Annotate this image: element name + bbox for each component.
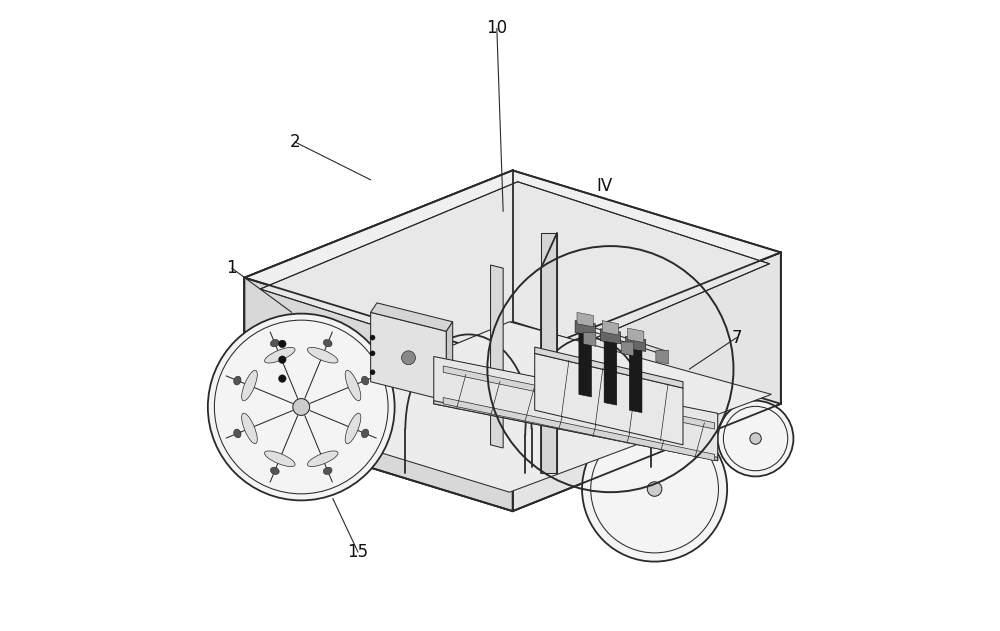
Polygon shape xyxy=(621,342,634,356)
Polygon shape xyxy=(577,312,593,327)
Polygon shape xyxy=(443,398,715,461)
Ellipse shape xyxy=(234,429,241,438)
Ellipse shape xyxy=(323,339,332,347)
Polygon shape xyxy=(575,321,595,336)
Polygon shape xyxy=(579,329,591,397)
Circle shape xyxy=(718,401,793,476)
Polygon shape xyxy=(541,233,557,473)
Ellipse shape xyxy=(361,429,369,438)
Polygon shape xyxy=(244,322,781,511)
Circle shape xyxy=(279,356,286,363)
Circle shape xyxy=(647,482,662,496)
Polygon shape xyxy=(602,321,619,335)
Text: 10: 10 xyxy=(486,20,507,37)
Circle shape xyxy=(279,340,286,348)
Text: 1: 1 xyxy=(227,259,237,277)
Circle shape xyxy=(370,370,375,375)
Circle shape xyxy=(208,314,395,500)
Ellipse shape xyxy=(307,451,338,466)
Polygon shape xyxy=(626,336,646,351)
Polygon shape xyxy=(583,333,596,346)
Ellipse shape xyxy=(345,413,361,444)
Polygon shape xyxy=(627,328,644,343)
Text: 7: 7 xyxy=(731,329,742,346)
Polygon shape xyxy=(244,170,513,429)
Polygon shape xyxy=(535,347,683,388)
Polygon shape xyxy=(434,401,718,461)
Ellipse shape xyxy=(265,348,295,363)
Ellipse shape xyxy=(234,376,241,385)
Polygon shape xyxy=(434,357,718,461)
Polygon shape xyxy=(273,322,771,492)
Circle shape xyxy=(293,399,310,415)
Circle shape xyxy=(582,416,727,562)
Polygon shape xyxy=(491,265,503,448)
Ellipse shape xyxy=(345,370,361,401)
Circle shape xyxy=(750,433,761,444)
Circle shape xyxy=(279,375,286,382)
Polygon shape xyxy=(244,170,781,360)
Polygon shape xyxy=(535,353,683,445)
Polygon shape xyxy=(244,278,513,511)
Ellipse shape xyxy=(323,467,332,475)
Text: 15: 15 xyxy=(347,543,369,561)
Circle shape xyxy=(370,335,375,340)
Text: 2: 2 xyxy=(290,133,300,151)
Ellipse shape xyxy=(270,339,279,347)
Polygon shape xyxy=(371,303,453,331)
Polygon shape xyxy=(600,329,621,344)
Ellipse shape xyxy=(270,467,279,475)
Polygon shape xyxy=(443,366,715,429)
Polygon shape xyxy=(604,337,617,405)
Circle shape xyxy=(370,351,375,356)
Ellipse shape xyxy=(307,348,338,363)
Ellipse shape xyxy=(242,370,257,401)
Polygon shape xyxy=(656,350,668,364)
Polygon shape xyxy=(260,182,769,371)
Polygon shape xyxy=(446,322,453,401)
Ellipse shape xyxy=(361,376,369,385)
Polygon shape xyxy=(371,312,446,401)
Text: IV: IV xyxy=(596,177,612,195)
Polygon shape xyxy=(513,252,781,511)
Circle shape xyxy=(402,351,415,365)
Ellipse shape xyxy=(242,413,257,444)
Polygon shape xyxy=(629,345,642,413)
Ellipse shape xyxy=(265,451,295,466)
